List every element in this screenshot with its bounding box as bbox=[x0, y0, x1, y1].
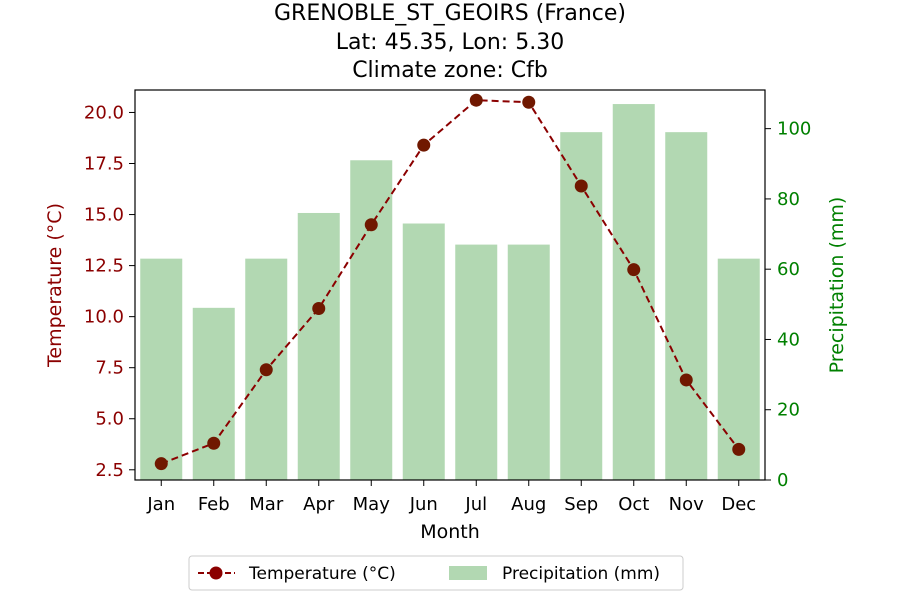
precip-bar-apr bbox=[297, 212, 340, 481]
x-tick-label: Jun bbox=[409, 494, 438, 515]
y-axis-right-label: Precipitation (mm) bbox=[826, 197, 848, 374]
x-axis-label: Month bbox=[420, 521, 480, 543]
y-axis-left-label: Temperature (°C) bbox=[44, 203, 66, 368]
precip-bar-nov bbox=[665, 132, 708, 480]
precip-bar-aug bbox=[507, 244, 550, 480]
temp-point-dec bbox=[732, 442, 746, 456]
temp-point-mar bbox=[259, 363, 273, 377]
temp-point-sep bbox=[574, 179, 588, 193]
x-axis: Jan Feb Mar Apr May Jun Jul Aug Sep Oct Nov Dec bbox=[146, 480, 756, 515]
precip-bar-may bbox=[350, 160, 393, 480]
temp-point-aug bbox=[522, 95, 536, 109]
y-left-tick-label: 17.5 bbox=[84, 154, 124, 175]
legend-precipitation-label: Precipitation (mm) bbox=[502, 564, 660, 584]
y-left-tick-label: 15.0 bbox=[84, 205, 124, 226]
legend: Temperature (°C) Precipitation (mm) bbox=[188, 555, 684, 591]
precip-bar-jan bbox=[140, 258, 183, 480]
y-right-tick-label: 80 bbox=[777, 189, 800, 210]
precip-bar-feb bbox=[192, 307, 235, 480]
temp-point-may bbox=[364, 218, 378, 232]
y-left-tick-label: 2.5 bbox=[95, 460, 124, 481]
x-tick-label: Aug bbox=[511, 494, 546, 515]
x-tick-label: Oct bbox=[618, 494, 649, 515]
chart-title-line3: Climate zone: Cfb bbox=[352, 58, 548, 83]
temperature-line bbox=[154, 93, 746, 471]
y-right-tick-label: 0 bbox=[777, 470, 788, 491]
x-tick-label: Apr bbox=[303, 494, 335, 515]
temp-point-oct bbox=[627, 263, 641, 277]
y-axis-left: 2.5 5.0 7.5 10.0 12.5 15.0 17.5 20.0 bbox=[84, 102, 135, 481]
precip-bar-jun bbox=[402, 223, 445, 480]
x-tick-label: Dec bbox=[721, 494, 756, 515]
x-tick-label: Sep bbox=[564, 494, 598, 515]
plot-frame bbox=[134, 89, 766, 481]
x-tick-label: Jul bbox=[464, 494, 487, 515]
y-right-tick-label: 20 bbox=[777, 400, 800, 421]
y-left-tick-label: 12.5 bbox=[84, 256, 124, 277]
chart-title-line2: Lat: 45.35, Lon: 5.30 bbox=[336, 30, 564, 55]
temperature-series-line bbox=[160, 99, 740, 465]
temp-point-jul bbox=[469, 93, 483, 107]
temp-point-apr bbox=[312, 301, 326, 315]
y-left-tick-label: 7.5 bbox=[95, 358, 124, 379]
legend-precipitation-swatch bbox=[449, 566, 487, 580]
precip-bar-oct bbox=[612, 104, 655, 481]
y-left-tick-label: 20.0 bbox=[84, 102, 124, 123]
temp-point-nov bbox=[679, 373, 693, 387]
y-right-tick-label: 60 bbox=[777, 259, 800, 280]
y-axis-right: 0 20 40 60 80 100 bbox=[765, 119, 811, 491]
legend-temperature-label: Temperature (°C) bbox=[248, 564, 396, 584]
x-tick-label: Jan bbox=[146, 494, 175, 515]
temp-point-jan bbox=[154, 457, 168, 471]
y-right-tick-label: 100 bbox=[777, 119, 811, 140]
x-tick-label: Mar bbox=[249, 494, 284, 515]
precipitation-bars bbox=[140, 104, 760, 481]
legend-box bbox=[188, 555, 684, 591]
x-tick-label: Feb bbox=[198, 494, 230, 515]
y-left-tick-label: 5.0 bbox=[95, 409, 124, 430]
x-tick-label: May bbox=[353, 494, 391, 515]
temp-point-feb bbox=[207, 436, 221, 450]
y-left-tick-label: 10.0 bbox=[84, 307, 124, 328]
x-tick-label: Nov bbox=[669, 494, 704, 515]
y-right-tick-label: 40 bbox=[777, 329, 800, 350]
temp-point-jun bbox=[417, 138, 431, 152]
legend-temperature-marker bbox=[209, 566, 223, 580]
precip-bar-jul bbox=[455, 244, 498, 480]
chart-title-line1: GRENOBLE_ST_GEOIRS (France) bbox=[274, 1, 626, 26]
